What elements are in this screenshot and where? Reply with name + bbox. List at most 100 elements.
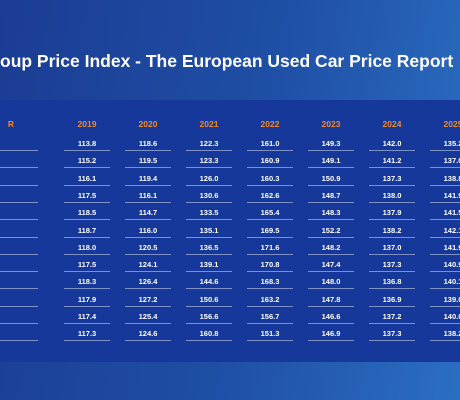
cell-rule bbox=[247, 253, 293, 255]
table-cell: 150.9 bbox=[321, 173, 341, 183]
cell-rule bbox=[186, 288, 232, 290]
cell-rule bbox=[247, 305, 293, 307]
table-cell: 136.9 bbox=[382, 294, 402, 304]
table-cell: 118.3 bbox=[77, 277, 97, 287]
table-cell: 126.0 bbox=[199, 173, 219, 183]
cell-rule bbox=[247, 150, 293, 151]
cell-rule bbox=[369, 305, 415, 307]
table-cell: 138.8 bbox=[443, 173, 460, 183]
cell-rule bbox=[430, 201, 460, 203]
table-cell: 135.1 bbox=[199, 225, 219, 235]
table-cell: 165.4 bbox=[260, 208, 280, 218]
table-cell: 119.5 bbox=[138, 156, 158, 166]
cell-rule bbox=[369, 201, 415, 203]
table-cell: 142.1 bbox=[443, 225, 460, 235]
table-cell: 148.2 bbox=[321, 242, 341, 252]
cell-rule bbox=[308, 323, 354, 324]
table-cell: 171.6 bbox=[260, 242, 280, 252]
table-cell: 148.7 bbox=[321, 190, 341, 200]
cell-rule bbox=[430, 219, 460, 221]
table-cell: 160.3 bbox=[260, 173, 280, 183]
cell-rule bbox=[64, 340, 110, 342]
cell-rule bbox=[64, 236, 110, 238]
cell-rule bbox=[369, 150, 415, 151]
cell-rule bbox=[125, 271, 171, 273]
row-rule bbox=[0, 271, 38, 273]
cell-rule bbox=[430, 184, 460, 186]
table-cell: 170.8 bbox=[260, 260, 280, 270]
table-cell: 113.8 bbox=[77, 139, 97, 148]
table-cell: 162.6 bbox=[260, 190, 280, 200]
cell-rule bbox=[64, 219, 110, 221]
table-cell: 117.4 bbox=[77, 312, 97, 321]
row-rule bbox=[0, 150, 38, 151]
cell-rule bbox=[308, 150, 354, 151]
table-cell: 118.6 bbox=[138, 139, 158, 148]
cell-rule bbox=[369, 323, 415, 324]
cell-rule bbox=[186, 167, 232, 169]
cell-rule bbox=[247, 288, 293, 290]
cell-rule bbox=[430, 323, 460, 324]
table-cell: 137.2 bbox=[382, 312, 402, 321]
table-cell: 136.8 bbox=[382, 277, 402, 287]
table-cell: 114.7 bbox=[138, 208, 158, 218]
cell-rule bbox=[186, 219, 232, 221]
cell-rule bbox=[247, 271, 293, 273]
table-cell: 116.1 bbox=[138, 190, 158, 200]
column-header: 2022 bbox=[260, 119, 280, 129]
table-cell: 144.6 bbox=[199, 277, 219, 287]
cell-rule bbox=[125, 305, 171, 307]
table-cell: 120.5 bbox=[138, 242, 158, 252]
cell-rule bbox=[247, 201, 293, 203]
table-cell: 138.0 bbox=[382, 190, 402, 200]
cell-rule bbox=[186, 271, 232, 273]
row-rule bbox=[0, 167, 38, 169]
table-cell: 149.1 bbox=[321, 156, 341, 166]
cell-rule bbox=[125, 150, 171, 151]
table-cell: 137.3 bbox=[382, 329, 402, 339]
table-cell: 148.3 bbox=[321, 208, 341, 218]
cell-rule bbox=[64, 184, 110, 186]
cell-rule bbox=[430, 150, 460, 151]
column-header: R bbox=[7, 119, 15, 129]
cell-rule bbox=[186, 184, 232, 186]
cell-rule bbox=[64, 150, 110, 151]
cell-rule bbox=[369, 184, 415, 186]
cell-rule bbox=[64, 323, 110, 324]
table-cell: 141.9 bbox=[443, 190, 460, 200]
table-cell: 141.9 bbox=[443, 242, 460, 252]
cell-rule bbox=[308, 271, 354, 273]
table-cell: 116.1 bbox=[77, 173, 97, 183]
table-cell: 117.9 bbox=[77, 294, 97, 304]
table-cell: 140.0 bbox=[443, 312, 460, 321]
row-rule bbox=[0, 219, 38, 221]
cell-rule bbox=[308, 201, 354, 203]
table-cell: 138.2 bbox=[382, 225, 402, 235]
table-cell: 138.2 bbox=[443, 329, 460, 339]
table-cell: 127.2 bbox=[138, 294, 158, 304]
cell-rule bbox=[64, 288, 110, 290]
cell-rule bbox=[186, 305, 232, 307]
table-cell: 122.3 bbox=[199, 139, 219, 148]
cell-rule bbox=[308, 305, 354, 307]
row-rule bbox=[0, 253, 38, 255]
cell-rule bbox=[186, 253, 232, 255]
column-header: 2025 bbox=[443, 119, 460, 129]
cell-rule bbox=[64, 305, 110, 307]
column-header: 2024 bbox=[382, 119, 402, 129]
table-cell: 147.8 bbox=[321, 294, 341, 304]
table-cell: 124.6 bbox=[138, 329, 158, 339]
table-cell: 169.5 bbox=[260, 225, 280, 235]
table-cell: 140.1 bbox=[443, 277, 460, 287]
cell-rule bbox=[247, 236, 293, 238]
cell-rule bbox=[64, 271, 110, 273]
cell-rule bbox=[308, 184, 354, 186]
row-rule bbox=[0, 323, 38, 324]
cell-rule bbox=[247, 184, 293, 186]
table-cell: 137.0 bbox=[443, 156, 460, 166]
table-cell: 137.3 bbox=[382, 173, 402, 183]
cell-rule bbox=[430, 305, 460, 307]
table-panel bbox=[0, 100, 460, 362]
table-cell: 141.5 bbox=[443, 208, 460, 218]
